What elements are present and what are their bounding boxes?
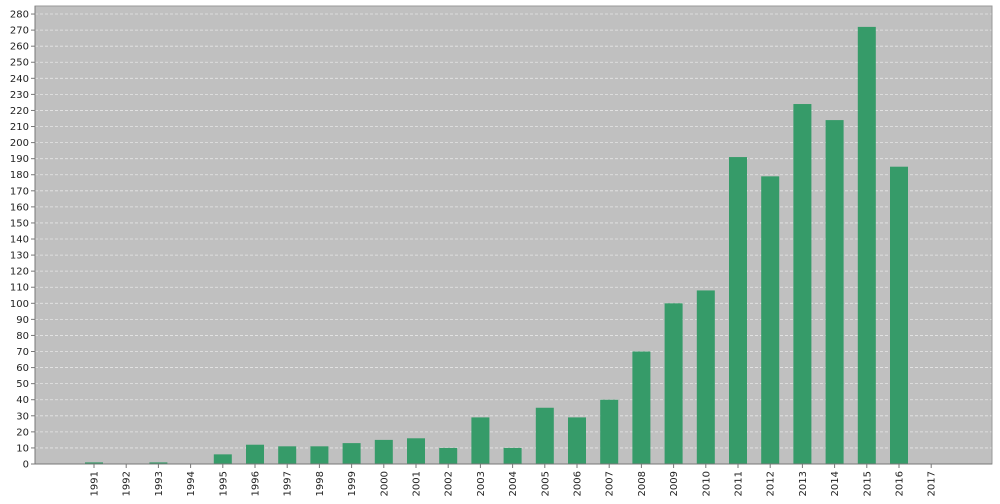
bar-2016 <box>890 166 908 464</box>
bar-1995 <box>213 454 232 464</box>
bar-2006 <box>568 417 586 464</box>
bar-2003 <box>471 417 490 464</box>
bars <box>85 26 908 465</box>
axes <box>34 5 993 465</box>
y-tick-label: 280 <box>10 10 29 21</box>
bar-1993 <box>149 462 168 464</box>
bar-1998 <box>310 446 329 464</box>
y-tick-label: 100 <box>10 299 29 310</box>
bar-1997 <box>278 446 297 464</box>
y-tick-label: 130 <box>10 251 29 262</box>
y-tick-label: 30 <box>16 411 29 422</box>
x-tick-label: 2004 <box>508 471 519 496</box>
bar-2008 <box>632 351 651 464</box>
x-tick-label: 2016 <box>895 471 906 496</box>
x-tick-label: 2003 <box>476 471 487 496</box>
x-tick-label: 1994 <box>186 471 197 496</box>
x-tick-label: 2006 <box>573 471 584 496</box>
bar-2011 <box>729 157 747 465</box>
x-tick-label: 2007 <box>605 471 616 496</box>
y-tick-label: 190 <box>10 154 29 165</box>
y-tick-label: 200 <box>10 138 29 149</box>
y-tick-label: 260 <box>10 42 29 53</box>
x-tick-label: 2011 <box>734 471 745 496</box>
x-tick-label: 2005 <box>540 471 551 496</box>
bar-1996 <box>246 444 264 464</box>
x-tick-label: 1992 <box>122 471 133 496</box>
y-tick-label: 120 <box>10 267 29 278</box>
x-tick-label: 2009 <box>669 471 680 496</box>
x-tick-label: 2015 <box>862 471 873 496</box>
y-tick-label: 180 <box>10 170 29 181</box>
y-tick-label: 40 <box>16 395 29 406</box>
y-tick-label: 110 <box>10 283 29 294</box>
y-tick-label: 10 <box>16 443 29 454</box>
x-tick-label: 1996 <box>251 471 262 496</box>
y-tick-label: 60 <box>16 363 29 374</box>
bar-2010 <box>696 290 715 464</box>
y-tick-label: 240 <box>10 74 29 85</box>
y-tick-label: 170 <box>10 186 29 197</box>
x-tick-label: 1995 <box>218 471 229 496</box>
bar-2015 <box>857 26 876 464</box>
x-tick-label: 2017 <box>927 471 938 496</box>
x-tick-label: 1991 <box>90 471 101 496</box>
x-tick-label: 2013 <box>798 471 809 496</box>
x-tick-label: 2002 <box>444 471 455 496</box>
x-tick-label: 2012 <box>766 471 777 496</box>
y-tick-label: 210 <box>10 122 29 133</box>
x-tick-label: 2008 <box>637 471 648 496</box>
y-tick-label: 270 <box>10 26 29 37</box>
bar-2009 <box>664 303 683 464</box>
x-tick-label: 1998 <box>315 471 326 496</box>
bar-2013 <box>793 104 812 464</box>
x-tick-label: 1999 <box>347 471 358 496</box>
bar-2000 <box>374 439 393 464</box>
y-tick-label: 230 <box>10 90 29 101</box>
bar-1991 <box>85 462 103 464</box>
x-tick-label: 2010 <box>701 471 712 496</box>
y-tick-label: 20 <box>16 427 29 438</box>
x-tick-label: 2001 <box>412 471 423 496</box>
bar-2012 <box>761 176 780 464</box>
y-tick-label: 80 <box>16 331 29 342</box>
y-tick-label: 220 <box>10 106 29 117</box>
y-tick-label: 50 <box>16 379 29 390</box>
y-tick-label: 70 <box>16 347 29 358</box>
y-tick-label: 0 <box>23 460 29 471</box>
y-tick-label: 150 <box>10 218 29 229</box>
bar-2002 <box>439 447 458 464</box>
x-tick-label: 2014 <box>830 471 841 496</box>
bar-2005 <box>535 407 554 464</box>
y-tick-labels: 0 10 20 30 40 50 60 70 80 90 100 110 120 130 140 150 160… <box>10 10 35 471</box>
x-tick-label: 1997 <box>283 471 294 496</box>
y-tick-label: 250 <box>10 58 29 69</box>
bar-2007 <box>600 399 619 464</box>
y-tick-label: 90 <box>16 315 29 326</box>
bar-1999 <box>342 443 361 464</box>
plot-area <box>35 6 992 464</box>
x-tick-labels: 1991 1992 1993 1994 1995 1996 1997 1998 1999 2000… <box>90 464 938 496</box>
bar-2004 <box>503 447 522 464</box>
y-tick-label: 160 <box>10 202 29 213</box>
bar-2001 <box>407 438 425 464</box>
x-tick-label: 2000 <box>379 471 390 496</box>
y-tick-label: 140 <box>10 235 29 246</box>
x-tick-label: 1993 <box>154 471 165 496</box>
bar-2014 <box>825 120 844 465</box>
